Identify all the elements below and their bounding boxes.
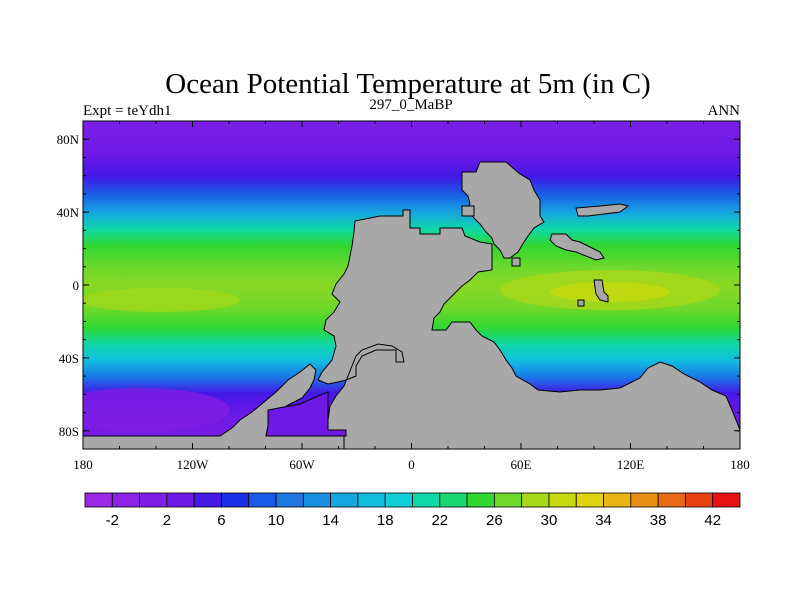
colorbar-box bbox=[412, 492, 441, 508]
cold-pocket-south bbox=[265, 391, 347, 437]
colorbar-box bbox=[685, 492, 714, 508]
land-masses bbox=[83, 161, 740, 449]
x-tick-label: 180 bbox=[730, 457, 750, 472]
x-tick-label: 0 bbox=[408, 457, 415, 472]
pangaea-main bbox=[317, 209, 740, 449]
colorbar-box bbox=[302, 492, 332, 508]
experiment-label: Expt = teYdh1 bbox=[83, 103, 171, 119]
warm-pool-west bbox=[83, 288, 240, 312]
colorbar-box bbox=[275, 492, 304, 508]
colorbar-box bbox=[111, 492, 140, 508]
colorbar-box bbox=[493, 492, 523, 508]
colorbar-box bbox=[548, 492, 577, 508]
colorbar-box bbox=[139, 492, 168, 508]
colorbar-box bbox=[575, 492, 604, 508]
x-tick-label: 60E bbox=[511, 457, 532, 472]
colorbar-label: 42 bbox=[704, 512, 721, 529]
season-label: ANN bbox=[708, 103, 741, 119]
small-isle-2 bbox=[511, 257, 521, 267]
colorbar-box bbox=[330, 492, 359, 508]
y-tick-label: 80N bbox=[57, 132, 80, 147]
map-plot bbox=[83, 121, 740, 449]
cold-band-southwest bbox=[83, 388, 230, 432]
colorbar-label: 10 bbox=[268, 512, 285, 529]
colorbar-box bbox=[712, 492, 741, 508]
colorbar-label: 38 bbox=[650, 512, 667, 529]
x-tick-label: 120W bbox=[177, 457, 210, 472]
warm-pool-east-core bbox=[550, 282, 670, 302]
x-tick-label: 180 bbox=[73, 457, 93, 472]
east-island-large bbox=[549, 233, 605, 261]
colorbar-box bbox=[248, 492, 277, 508]
colorbar-box bbox=[630, 492, 659, 508]
colorbar: -2 2 6 10 14 18 22 26 30 34 38 42 bbox=[84, 492, 741, 529]
colorbar-box bbox=[521, 492, 550, 508]
small-isle-3 bbox=[577, 299, 585, 307]
time-label: 297_0_MaBP bbox=[369, 97, 452, 113]
y-axis: 80N 40N 0 40S 80S bbox=[57, 120, 740, 450]
colorbar-label: 2 bbox=[163, 512, 171, 529]
y-tick-label: 40S bbox=[59, 351, 79, 366]
colorbar-box bbox=[84, 492, 113, 508]
colorbar-box bbox=[439, 492, 468, 508]
colorbar-box bbox=[384, 492, 413, 508]
colorbar-label: 30 bbox=[541, 512, 558, 529]
colorbar-label: 34 bbox=[595, 512, 612, 529]
east-island-small bbox=[593, 279, 609, 303]
colorbar-label: -2 bbox=[106, 512, 119, 529]
colorbar-label: 26 bbox=[486, 512, 503, 529]
colorbar-label: 18 bbox=[377, 512, 394, 529]
colorbar-box bbox=[603, 492, 632, 508]
colorbar-box bbox=[221, 492, 250, 508]
east-island-north bbox=[575, 203, 630, 217]
small-isle-1 bbox=[461, 205, 475, 217]
y-tick-label: 0 bbox=[73, 278, 80, 293]
x-tick-label: 120E bbox=[617, 457, 645, 472]
colorbar-box bbox=[357, 492, 386, 508]
chart-title: Ocean Potential Temperature at 5m (in C) bbox=[165, 68, 650, 100]
colorbar-label: 22 bbox=[431, 512, 448, 529]
x-tick-label: 60W bbox=[289, 457, 315, 472]
colorbar-box bbox=[193, 492, 222, 508]
colorbar-box bbox=[657, 492, 686, 508]
colorbar-box bbox=[166, 492, 195, 508]
colorbar-box bbox=[466, 492, 495, 508]
x-axis: 180 120W 60W 0 60E 120E 180 bbox=[73, 121, 750, 472]
y-tick-label: 80S bbox=[59, 424, 79, 439]
colorbar-label: 6 bbox=[217, 512, 225, 529]
colorbar-label: 14 bbox=[322, 512, 339, 529]
y-tick-label: 40N bbox=[57, 205, 80, 220]
